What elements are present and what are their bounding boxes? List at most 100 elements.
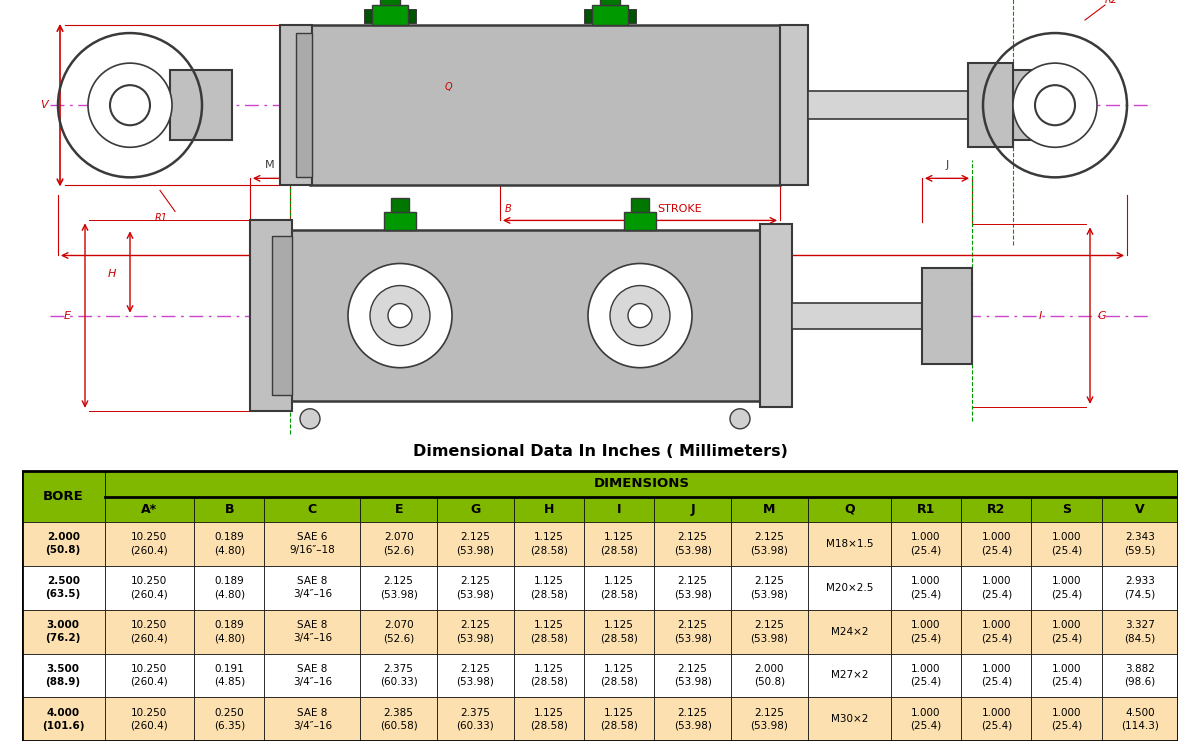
- Bar: [1102, 697, 1178, 741]
- Bar: [1102, 609, 1178, 653]
- Circle shape: [348, 264, 452, 368]
- Text: 1.125
(28.58): 1.125 (28.58): [530, 577, 568, 599]
- Bar: [437, 609, 514, 653]
- Bar: [22, 653, 104, 697]
- Text: S: S: [248, 325, 256, 335]
- Text: H: H: [544, 503, 554, 516]
- Bar: [808, 565, 890, 609]
- Bar: [194, 522, 264, 565]
- Bar: [22, 522, 104, 565]
- Bar: [808, 522, 890, 565]
- Text: B: B: [224, 503, 234, 516]
- Bar: [264, 565, 360, 609]
- Text: SAE 8
3/4″–16: SAE 8 3/4″–16: [293, 621, 332, 643]
- Bar: [1102, 565, 1178, 609]
- Text: 1.000
(25.4): 1.000 (25.4): [911, 621, 942, 643]
- Text: 2.933
(74.5): 2.933 (74.5): [1124, 577, 1156, 599]
- Text: M30×2: M30×2: [830, 714, 868, 724]
- Text: STROKE: STROKE: [658, 204, 702, 215]
- Text: 10.250
(260.4): 10.250 (260.4): [131, 533, 168, 555]
- Bar: [170, 70, 232, 140]
- Bar: [514, 565, 584, 609]
- Bar: [364, 9, 372, 23]
- Bar: [194, 565, 264, 609]
- Bar: [296, 33, 312, 177]
- Text: 1.000
(25.4): 1.000 (25.4): [1051, 577, 1082, 599]
- Bar: [514, 522, 584, 565]
- Bar: [792, 302, 922, 329]
- Text: 2.375
(60.33): 2.375 (60.33): [456, 708, 494, 731]
- Circle shape: [610, 285, 670, 346]
- Circle shape: [730, 409, 750, 429]
- Text: 1.000
(25.4): 1.000 (25.4): [911, 664, 942, 687]
- Bar: [264, 497, 360, 522]
- Bar: [654, 565, 731, 609]
- Bar: [808, 697, 890, 741]
- Bar: [1102, 522, 1178, 565]
- Circle shape: [628, 303, 652, 328]
- Bar: [654, 497, 731, 522]
- Text: J: J: [690, 503, 695, 516]
- Text: 0.189
(4.80): 0.189 (4.80): [214, 621, 245, 643]
- Bar: [360, 653, 437, 697]
- Text: 2.375
(60.33): 2.375 (60.33): [380, 664, 418, 687]
- Text: 1.000
(25.4): 1.000 (25.4): [911, 577, 942, 599]
- Text: 2.385
(60.58): 2.385 (60.58): [380, 708, 418, 731]
- Text: 2.125
(53.98): 2.125 (53.98): [750, 533, 788, 555]
- Text: 1.125
(28.58): 1.125 (28.58): [600, 621, 638, 643]
- Text: 4.000
(101.6): 4.000 (101.6): [42, 708, 84, 731]
- Text: SAE 8
3/4″–16: SAE 8 3/4″–16: [293, 664, 332, 687]
- Text: 2.125
(53.98): 2.125 (53.98): [750, 708, 788, 731]
- Bar: [654, 522, 731, 565]
- Text: M27×2: M27×2: [830, 670, 868, 680]
- Bar: [654, 609, 731, 653]
- Bar: [961, 609, 1032, 653]
- Text: 2.125
(53.98): 2.125 (53.98): [456, 577, 494, 599]
- Text: 1.000
(25.4): 1.000 (25.4): [980, 708, 1012, 731]
- Bar: [961, 653, 1032, 697]
- Text: I: I: [1038, 311, 1042, 320]
- Bar: [360, 522, 437, 565]
- Text: R2: R2: [988, 503, 1006, 516]
- Circle shape: [370, 285, 430, 346]
- Text: I: I: [617, 503, 622, 516]
- Text: 1.125
(28.58): 1.125 (28.58): [600, 664, 638, 687]
- Text: 0.191
(4.85): 0.191 (4.85): [214, 664, 245, 687]
- Bar: [194, 697, 264, 741]
- Bar: [1032, 522, 1102, 565]
- Bar: [584, 522, 654, 565]
- Bar: [360, 609, 437, 653]
- Text: 1.125
(28.58): 1.125 (28.58): [530, 664, 568, 687]
- Bar: [731, 565, 808, 609]
- Bar: [890, 609, 961, 653]
- Bar: [808, 497, 890, 522]
- Bar: [310, 25, 780, 186]
- Text: 2.125
(53.98): 2.125 (53.98): [673, 708, 712, 731]
- Text: 1.000
(25.4): 1.000 (25.4): [1051, 533, 1082, 555]
- Bar: [1032, 697, 1102, 741]
- Text: C: C: [308, 503, 317, 516]
- Text: 10.250
(260.4): 10.250 (260.4): [131, 664, 168, 687]
- Bar: [380, 0, 400, 5]
- Text: 0.189
(4.80): 0.189 (4.80): [214, 533, 245, 555]
- Bar: [372, 5, 408, 25]
- Bar: [22, 471, 1178, 741]
- Text: 1.000
(25.4): 1.000 (25.4): [980, 621, 1012, 643]
- Bar: [1102, 497, 1178, 522]
- Text: 1.125
(28.58): 1.125 (28.58): [600, 577, 638, 599]
- Bar: [961, 497, 1032, 522]
- Bar: [654, 697, 731, 741]
- Circle shape: [1034, 85, 1075, 125]
- Bar: [628, 9, 636, 23]
- Text: 1.000
(25.4): 1.000 (25.4): [980, 533, 1012, 555]
- Bar: [104, 497, 194, 522]
- Bar: [514, 697, 584, 741]
- Text: 2.500
(63.5): 2.500 (63.5): [46, 577, 80, 599]
- Bar: [437, 522, 514, 565]
- Text: 2.125
(53.98): 2.125 (53.98): [750, 577, 788, 599]
- Bar: [961, 565, 1032, 609]
- Bar: [408, 9, 416, 23]
- Text: 2.343
(59.5): 2.343 (59.5): [1124, 533, 1156, 555]
- Bar: [104, 697, 194, 741]
- Text: 1.125
(28.58): 1.125 (28.58): [530, 533, 568, 555]
